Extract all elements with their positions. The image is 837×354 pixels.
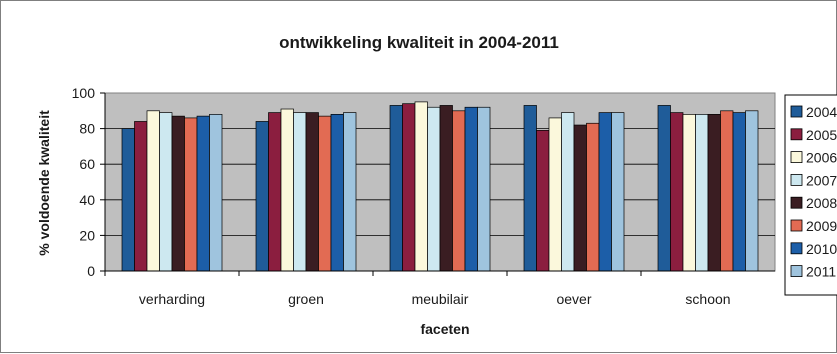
x-tick-labels: verharding groen meubilair oever schoon (139, 291, 731, 307)
legend-swatch-2006 (790, 151, 803, 164)
bar-2005-verharding (134, 121, 148, 272)
bar-2006-verharding (146, 110, 160, 272)
legend-label-2006: 2006 (806, 150, 837, 166)
bar-2006-schoon (682, 114, 696, 272)
bar-2011-groen (343, 112, 357, 272)
x-tick-label: oever (556, 291, 591, 307)
x-axis-label: faceten (420, 321, 469, 337)
bar-2006-oever (548, 117, 562, 272)
bar-2009-verharding (184, 117, 198, 272)
legend-swatch-2011 (790, 265, 803, 278)
legend-label-2011: 2011 (806, 264, 836, 280)
bar-2010-meubilair (464, 106, 478, 272)
bar-2010-schoon (732, 112, 746, 272)
bar-2009-oever (586, 122, 600, 272)
bar-2008-groen (305, 112, 319, 272)
bar-2005-meubilair (402, 103, 416, 272)
plot-area (100, 92, 776, 276)
bar-2004-verharding (121, 128, 135, 272)
legend: 2004 2005 2006 2007 2008 2009 2010 2011 (784, 94, 837, 296)
bar-2011-oever (611, 112, 625, 272)
legend-swatch-2007 (790, 173, 803, 186)
legend-label-2005: 2005 (806, 127, 837, 143)
bar-2009-meubilair (452, 110, 466, 272)
bar-2008-verharding (171, 115, 185, 272)
y-tick-label: 40 (79, 192, 95, 208)
bar-2009-groen (318, 115, 332, 272)
x-tick-label: groen (288, 291, 324, 307)
bar-2008-schoon (707, 114, 721, 272)
bar-2007-oever (561, 112, 575, 272)
bar-2011-meubilair (477, 106, 491, 272)
bar-2005-oever (536, 130, 550, 272)
bar-2005-schoon (670, 112, 684, 272)
bar-2011-verharding (209, 114, 223, 272)
y-tick-label: 20 (79, 227, 95, 243)
bar-2006-groen (280, 108, 294, 272)
bar-2011-schoon (745, 110, 759, 272)
bar-2007-groen (293, 112, 307, 272)
bar-2008-meubilair (439, 105, 453, 272)
chart-title: ontwikkeling kwaliteit in 2004-2011 (279, 33, 559, 52)
bar-2004-meubilair (389, 105, 403, 272)
legend-label-2008: 2008 (806, 195, 837, 211)
bar-2010-oever (598, 112, 612, 272)
y-axis-label: % voldoende kwaliteit (36, 110, 52, 256)
x-tick-label: schoon (685, 291, 730, 307)
bar-2007-verharding (159, 112, 173, 272)
bar-2004-schoon (657, 105, 671, 272)
y-tick-labels: 0 20 40 60 80 100 (72, 85, 96, 279)
y-tick-label: 0 (87, 263, 95, 279)
bar-2004-oever (523, 105, 537, 272)
y-tick-label: 60 (79, 156, 95, 172)
bar-2005-groen (268, 112, 282, 272)
legend-box (784, 94, 837, 296)
bar-2007-schoon (695, 114, 709, 272)
x-tick-label: meubilair (412, 291, 469, 307)
bar-2010-groen (330, 114, 344, 272)
bar-2006-meubilair (414, 101, 428, 272)
bar-2008-oever (573, 124, 587, 272)
legend-label-2010: 2010 (806, 241, 837, 257)
legend-swatch-2005 (790, 128, 803, 141)
legend-label-2004: 2004 (806, 104, 837, 120)
legend-swatch-2004 (790, 105, 803, 118)
bar-2009-schoon (720, 110, 734, 272)
bar-2010-verharding (196, 115, 210, 272)
legend-label-2009: 2009 (806, 218, 837, 234)
y-tick-label: 80 (79, 121, 95, 137)
bar-2004-groen (255, 121, 269, 272)
legend-swatch-2010 (790, 242, 803, 255)
y-tick-label: 100 (72, 85, 96, 101)
legend-label-2007: 2007 (806, 172, 837, 188)
x-tick-label: verharding (139, 291, 205, 307)
bar-2007-meubilair (427, 106, 441, 272)
legend-swatch-2008 (790, 196, 803, 209)
legend-swatch-2009 (790, 219, 803, 232)
